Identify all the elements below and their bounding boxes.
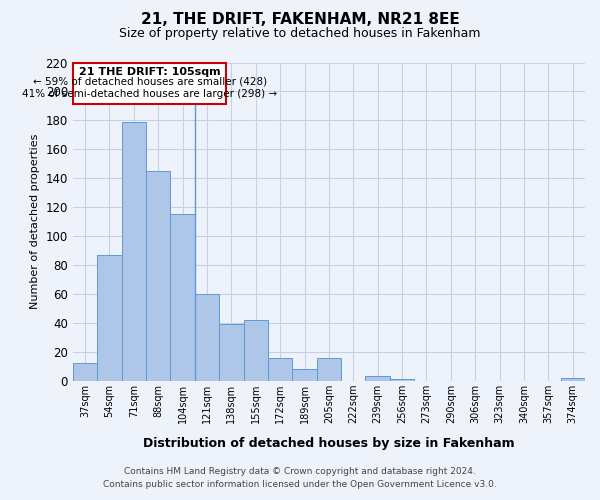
Bar	[292, 370, 317, 381]
Bar	[73, 62, 226, 104]
Bar	[317, 358, 341, 381]
Text: 21 THE DRIFT: 105sqm: 21 THE DRIFT: 105sqm	[79, 67, 220, 77]
Bar	[219, 324, 244, 381]
Text: 21, THE DRIFT, FAKENHAM, NR21 8EE: 21, THE DRIFT, FAKENHAM, NR21 8EE	[140, 12, 460, 28]
Y-axis label: Number of detached properties: Number of detached properties	[30, 134, 40, 310]
Bar	[560, 378, 585, 381]
Bar	[146, 171, 170, 381]
Bar	[73, 364, 97, 381]
Bar	[170, 214, 195, 381]
X-axis label: Distribution of detached houses by size in Fakenham: Distribution of detached houses by size …	[143, 437, 515, 450]
Bar	[390, 380, 414, 381]
Bar	[268, 358, 292, 381]
Bar	[97, 255, 122, 381]
Bar	[244, 320, 268, 381]
Bar	[122, 122, 146, 381]
Bar	[365, 376, 390, 381]
Text: Size of property relative to detached houses in Fakenham: Size of property relative to detached ho…	[119, 28, 481, 40]
Text: ← 59% of detached houses are smaller (428): ← 59% of detached houses are smaller (42…	[32, 77, 267, 87]
Text: 41% of semi-detached houses are larger (298) →: 41% of semi-detached houses are larger (…	[22, 88, 277, 99]
Text: Contains HM Land Registry data © Crown copyright and database right 2024.
Contai: Contains HM Land Registry data © Crown c…	[103, 467, 497, 489]
Bar	[195, 294, 219, 381]
